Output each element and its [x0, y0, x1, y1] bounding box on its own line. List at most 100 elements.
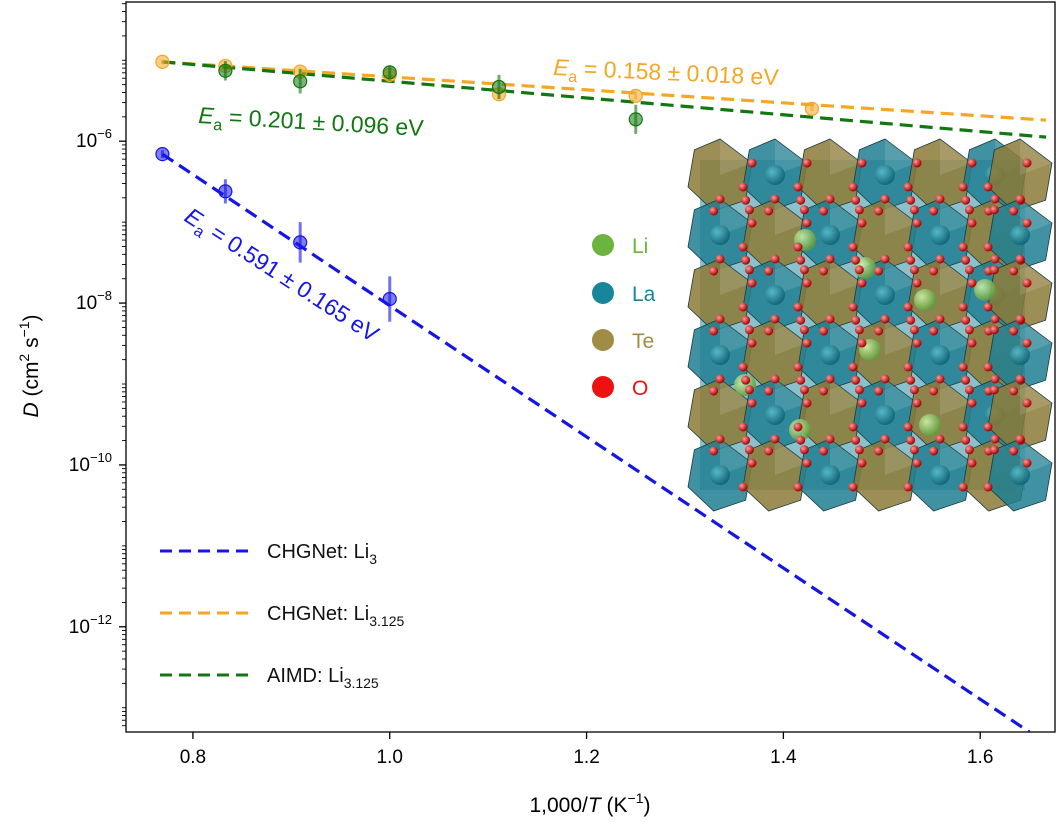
o-atom — [989, 445, 999, 455]
o-atom — [770, 254, 780, 264]
o-atom — [715, 254, 725, 264]
polyhedron-facet — [885, 319, 917, 355]
o-atom — [964, 325, 974, 335]
legend-label-chgnet-li3: CHGNet: Li3 — [267, 541, 377, 567]
o-atom — [961, 375, 971, 385]
o-atom — [1015, 314, 1025, 324]
la-atom — [820, 225, 840, 245]
o-atom — [825, 254, 835, 264]
x-axis-label: 1,000/T (K−1) — [529, 790, 650, 817]
polyhedron-facet — [940, 199, 972, 235]
o-atom — [747, 458, 757, 468]
o-atom — [906, 195, 916, 205]
la-atom — [930, 465, 950, 485]
o-atom — [874, 206, 884, 216]
o-atom — [1015, 194, 1025, 204]
plot-area — [155, 54, 1047, 732]
data-point-chgnet_li3125 — [155, 54, 170, 69]
o-atom — [935, 434, 945, 444]
o-atom — [857, 458, 867, 468]
polyhedron-facet — [775, 319, 807, 355]
data-point-aimd_li3125 — [382, 65, 397, 80]
o-atom — [990, 374, 1000, 384]
o-atom — [709, 326, 719, 336]
o-atom — [903, 422, 913, 432]
polyhedron-facet — [830, 139, 862, 175]
legend-swatch-la — [592, 282, 614, 304]
legend-label-la: La — [632, 283, 656, 306]
la-atom — [1010, 465, 1030, 485]
o-atom — [874, 446, 884, 456]
o-atom — [880, 314, 890, 324]
la-atom — [820, 345, 840, 365]
legend-label-o: O — [632, 377, 648, 400]
la-atom — [820, 465, 840, 485]
o-atom — [825, 194, 835, 204]
y-tick-label: 10−12 — [69, 612, 112, 638]
o-atom — [802, 218, 812, 228]
o-atom — [903, 242, 913, 252]
o-atom — [747, 398, 757, 408]
o-atom — [906, 375, 916, 385]
legend-swatch-li — [592, 234, 614, 256]
o-atom — [709, 386, 719, 396]
o-atom — [964, 445, 974, 455]
data-point-aimd_li3125 — [491, 79, 507, 95]
o-atom — [1022, 278, 1032, 288]
la-atom — [765, 285, 785, 305]
o-atom — [854, 325, 864, 335]
polyhedron-facet — [720, 139, 752, 175]
o-atom — [989, 325, 999, 335]
o-atom — [983, 182, 993, 192]
x-tick-label: 0.8 — [180, 747, 206, 768]
o-atom — [874, 266, 884, 276]
o-atom — [857, 218, 867, 228]
o-atom — [741, 255, 751, 265]
o-atom — [964, 265, 974, 275]
polyhedron-facet — [720, 199, 752, 235]
polyhedron-facet — [885, 379, 917, 415]
series-legend: CHGNet: Li3 CHGNet: Li3.125 AIMD: Li3.12… — [160, 541, 404, 691]
o-atom — [857, 338, 867, 348]
data-point-chgnet_li3 — [218, 184, 233, 199]
o-atom — [825, 374, 835, 384]
o-atom — [744, 325, 754, 335]
o-atom — [906, 255, 916, 265]
o-atom — [764, 446, 774, 456]
o-atom — [880, 434, 890, 444]
o-atom — [819, 266, 829, 276]
o-atom — [802, 158, 812, 168]
o-atom — [825, 314, 835, 324]
o-atom — [796, 195, 806, 205]
o-atom — [796, 375, 806, 385]
polyhedron-facet — [830, 259, 862, 295]
o-atom — [1009, 326, 1019, 336]
o-atom — [990, 254, 1000, 264]
o-atom — [1009, 266, 1019, 276]
o-atom — [909, 205, 919, 215]
o-atom — [764, 206, 774, 216]
o-atom — [799, 385, 809, 395]
la-atom — [710, 225, 730, 245]
o-atom — [967, 218, 977, 228]
polyhedron-facet — [885, 199, 917, 235]
o-atom — [1015, 374, 1025, 384]
legend-label-te: Te — [632, 330, 654, 353]
o-atom — [857, 158, 867, 168]
o-atom — [961, 435, 971, 445]
o-atom — [903, 362, 913, 372]
o-atom — [764, 266, 774, 276]
o-atom — [912, 458, 922, 468]
o-atom — [990, 434, 1000, 444]
polyhedron-facet — [885, 259, 917, 295]
o-atom — [958, 182, 968, 192]
x-axis-ticks: 0.8 1.0 1.2 1.4 1.6 — [180, 732, 993, 768]
o-atom — [1022, 218, 1032, 228]
o-atom — [929, 326, 939, 336]
la-atom — [930, 345, 950, 365]
la-atom — [765, 165, 785, 185]
polyhedron-facet — [830, 319, 862, 355]
o-atom — [715, 374, 725, 384]
o-atom — [799, 445, 809, 455]
o-atom — [796, 255, 806, 265]
